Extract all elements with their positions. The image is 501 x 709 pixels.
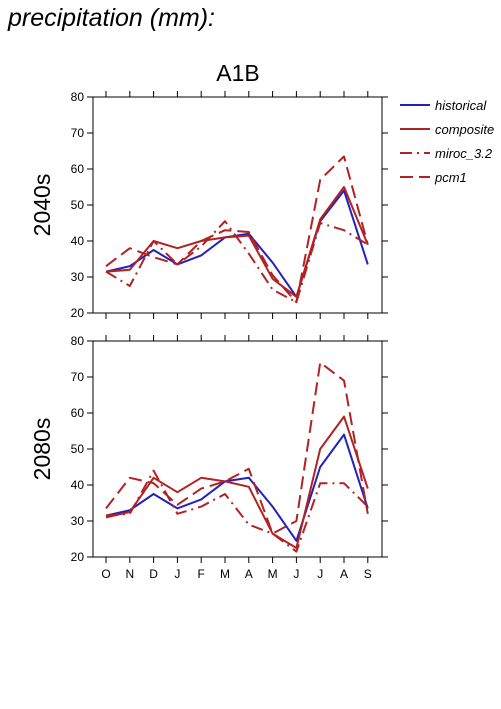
y-tick-label: 80	[71, 334, 85, 348]
y-tick-label: 80	[71, 90, 85, 104]
panel-frame	[92, 96, 383, 314]
legend-item-miroc_3.2: miroc_3.2	[400, 146, 493, 161]
x-tick-label: J	[174, 567, 180, 581]
chart-title: A1B	[216, 60, 259, 86]
legend-label: historical	[435, 98, 487, 113]
x-tick-label: A	[340, 567, 348, 581]
legend-label: composite	[435, 122, 494, 137]
series-line-miroc_3.2	[105, 469, 369, 553]
y-tick-label: 20	[71, 550, 85, 564]
series-line-pcm1	[105, 361, 369, 535]
series-line-historical	[105, 433, 369, 542]
legend-label: miroc_3.2	[435, 146, 493, 161]
x-tick-label: A	[245, 567, 253, 581]
series-line-composite	[105, 186, 369, 298]
x-tick-label: M	[268, 567, 278, 581]
legend: historical composite miroc_3.2 pcm1	[400, 98, 494, 185]
series-line-composite	[105, 415, 369, 549]
y-tick-label: 20	[71, 306, 85, 320]
y-tick-label: 30	[71, 514, 85, 528]
panel-2040s: 20 30 40 50 60 70 80 2040s	[29, 90, 388, 320]
legend-item-composite: composite	[400, 122, 494, 137]
y-tick-label: 30	[71, 270, 85, 284]
x-tick-label: D	[149, 567, 158, 581]
y-tick-label: 40	[71, 478, 85, 492]
y-tick-label: 50	[71, 442, 85, 456]
row-label: 2040s	[29, 174, 55, 237]
y-tick-label: 60	[71, 406, 85, 420]
y-tick-label: 40	[71, 234, 85, 248]
x-tick-label: J	[317, 567, 323, 581]
panel-frame	[92, 340, 383, 558]
y-tick-label: 70	[71, 126, 85, 140]
row-label: 2080s	[29, 418, 55, 481]
figure-title: precipitation (mm):	[8, 4, 215, 32]
y-tick-label: 60	[71, 162, 85, 176]
series-line-pcm1	[105, 155, 369, 304]
y-tick-label: 70	[71, 370, 85, 384]
legend-item-pcm1: pcm1	[400, 170, 467, 185]
x-tick-label: F	[198, 567, 205, 581]
x-tick-label: M	[220, 567, 230, 581]
x-tick-label: O	[101, 567, 110, 581]
panels: 20 30 40 50 60 70 80 2040s 20 30 40 50 60 70 80 2080s O N…	[29, 90, 388, 581]
x-tick-label: N	[125, 567, 134, 581]
x-tick-label: J	[293, 567, 299, 581]
y-tick-label: 50	[71, 198, 85, 212]
legend-label: pcm1	[434, 170, 467, 185]
x-tick-label: S	[364, 567, 372, 581]
legend-item-historical: historical	[400, 98, 487, 113]
series-line-miroc_3.2	[105, 220, 369, 304]
panel-2080s: 20 30 40 50 60 70 80 2080s	[29, 334, 388, 564]
